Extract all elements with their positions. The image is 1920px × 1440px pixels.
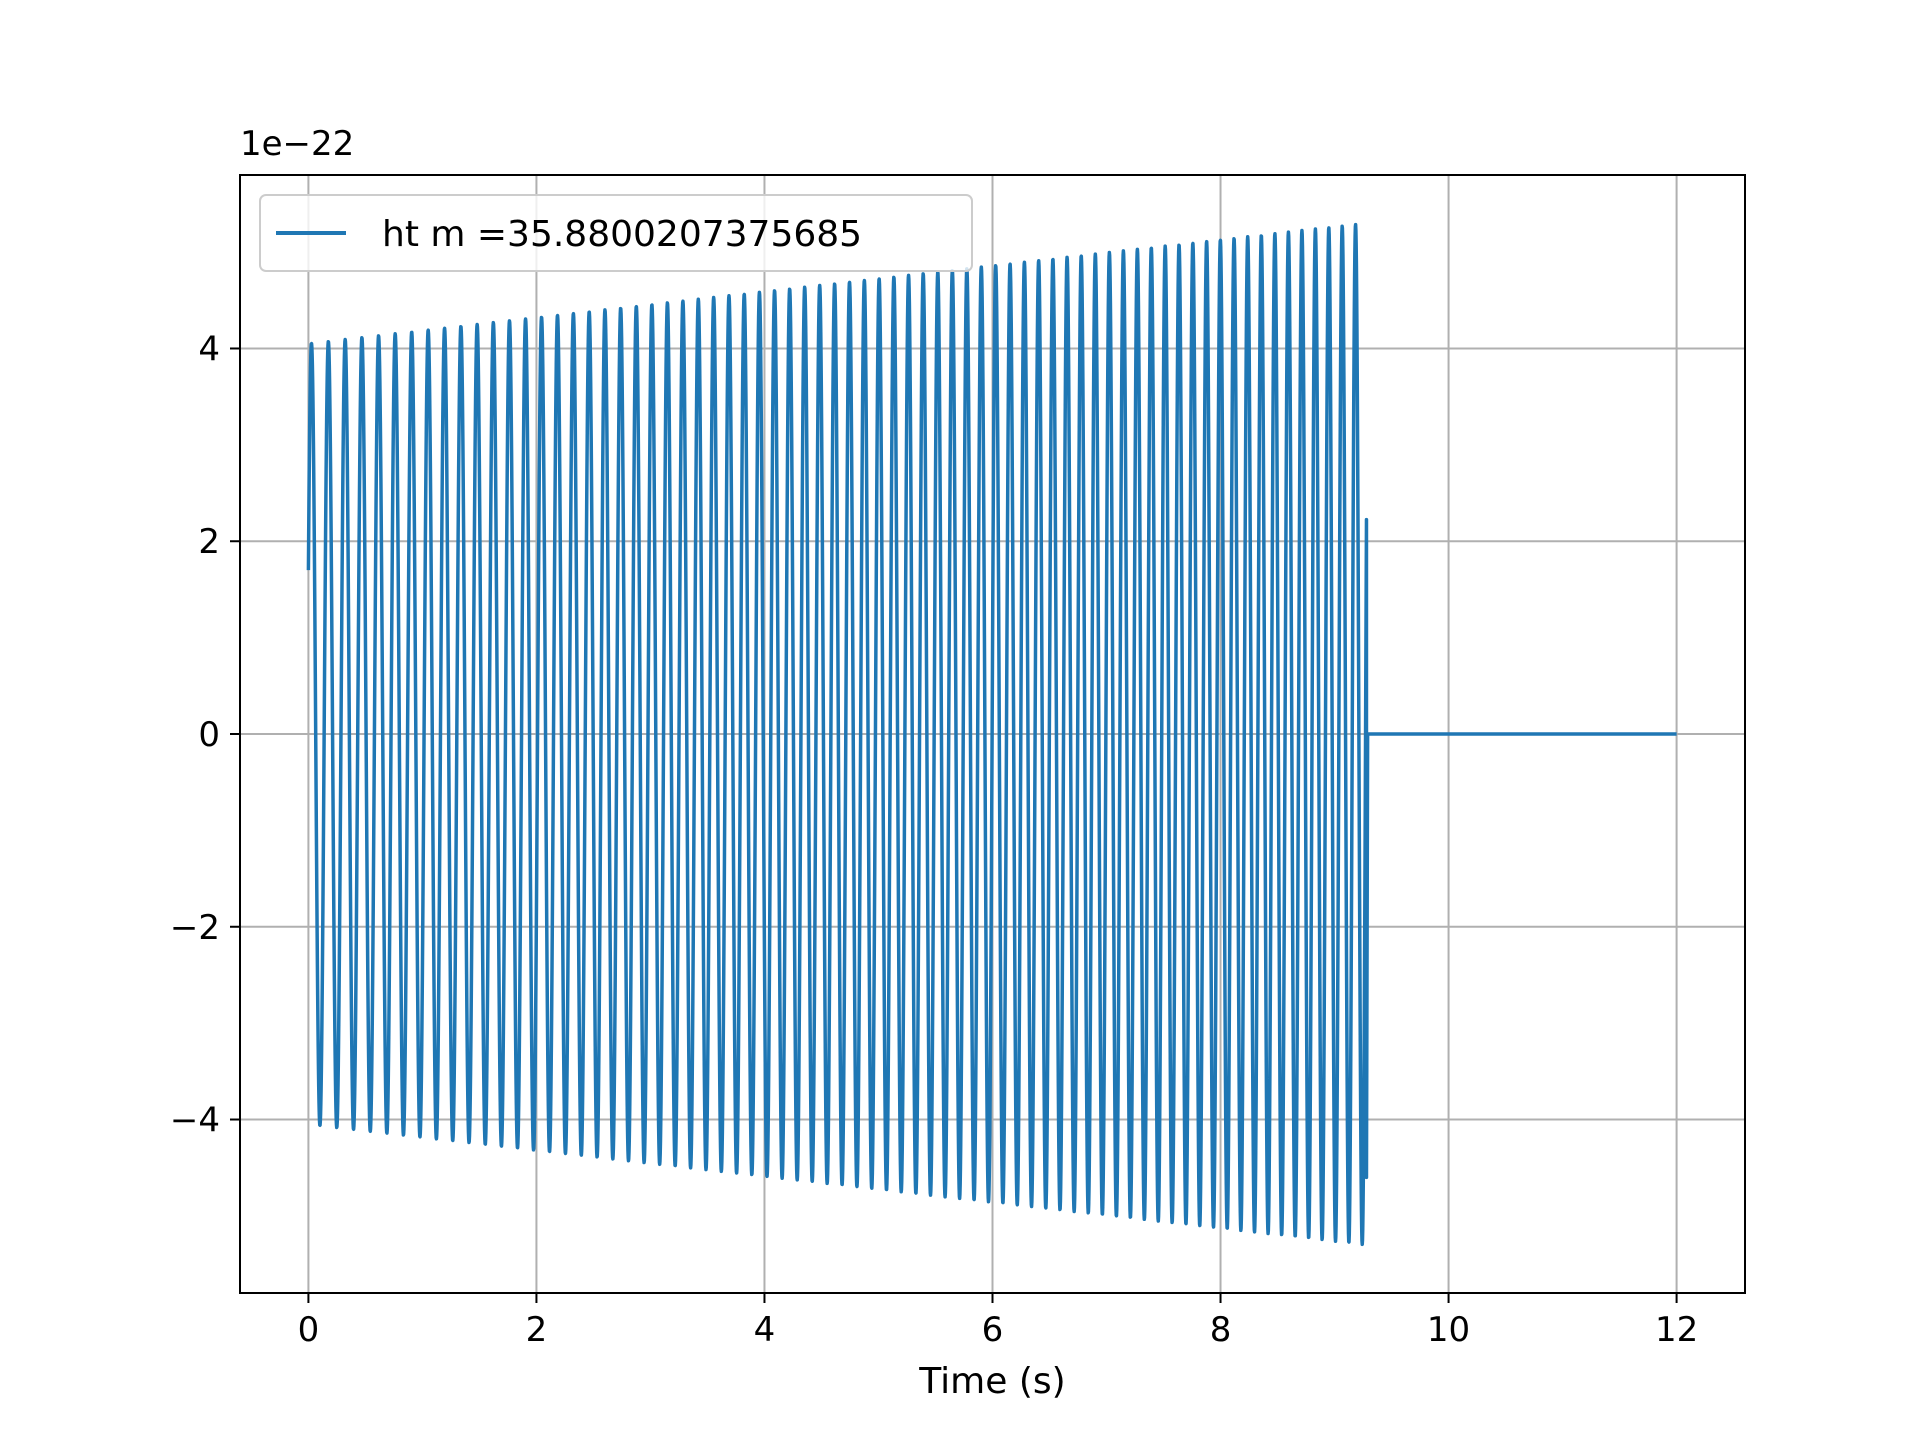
legend-entry-label: ht m =35.8800207375685 — [382, 214, 862, 255]
series-line — [306, 222, 1677, 1247]
legend: ht m =35.8800207375685 — [259, 194, 973, 272]
x-tick-label: 0 — [298, 1310, 320, 1350]
x-tick-label: 12 — [1655, 1310, 1698, 1350]
y-tick-label: −4 — [170, 1101, 220, 1141]
y-tick-label: 0 — [198, 715, 220, 755]
x-tick-label: 10 — [1427, 1310, 1470, 1350]
legend-box — [259, 194, 973, 272]
x-axis: 0 2 4 6 8 10 12 — [298, 1293, 1698, 1350]
y-tick-label: 4 — [198, 329, 220, 369]
y-axis-offset-text: 1e−22 — [240, 124, 354, 164]
x-tick-label: 2 — [526, 1310, 548, 1350]
x-tick-label: 8 — [1210, 1310, 1232, 1350]
x-axis-label: Time (s) — [918, 1361, 1065, 1402]
x-tick-label: 6 — [982, 1310, 1004, 1350]
y-tick-label: 2 — [198, 522, 220, 562]
series-layer — [306, 222, 1677, 1247]
y-axis: −4 −2 0 2 4 — [170, 329, 240, 1141]
y-tick-label: −2 — [170, 908, 220, 948]
x-tick-label: 4 — [754, 1310, 776, 1350]
